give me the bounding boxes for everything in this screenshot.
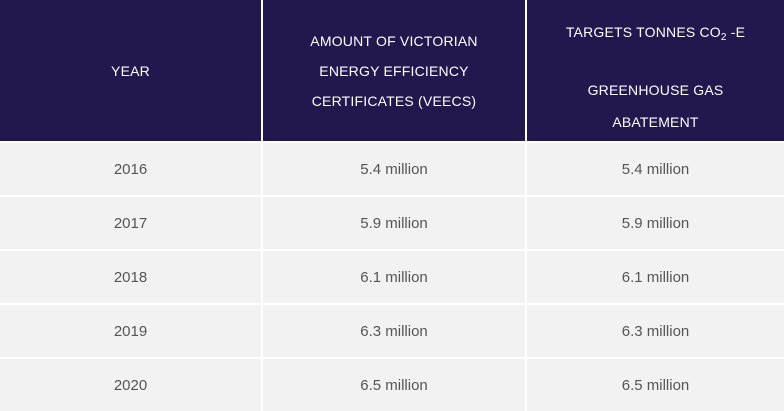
cell-amount: 6.1 million xyxy=(261,251,525,303)
cell-year: 2019 xyxy=(113,322,148,340)
table-row: 2020 6.5 million 6.5 million xyxy=(0,357,784,411)
header-targets-prefix: TARGETS TONNES CO xyxy=(565,24,721,40)
header-targets-line3: ABATEMENT xyxy=(612,114,699,130)
cell-target: 6.3 million xyxy=(525,305,784,357)
header-targets-line1: TARGETS TONNES CO2 -E xyxy=(566,16,745,54)
cell-target: 6.1 million xyxy=(525,251,784,303)
cell-year: 2017 xyxy=(113,214,148,232)
header-targets-line2: GREENHOUSE GAS xyxy=(587,82,724,98)
header-year-label: YEAR xyxy=(111,62,150,79)
table-body: 2016 5.4 million 5.4 million 2017 5.9 mi… xyxy=(0,141,784,411)
header-targets: TARGETS TONNES CO2 -E GREENHOUSE GAS ABA… xyxy=(525,0,784,141)
table-row: 2018 6.1 million 6.1 million xyxy=(0,249,784,303)
table-header: YEAR AMOUNT OF VICTORIAN ENERGY EFFICIEN… xyxy=(0,0,784,141)
cell-amount: 6.5 million xyxy=(261,359,525,411)
header-targets-suffix: -E xyxy=(726,24,746,40)
table-row: 2016 5.4 million 5.4 million xyxy=(0,141,784,195)
table-row: 2019 6.3 million 6.3 million xyxy=(0,303,784,357)
cell-amount: 5.9 million xyxy=(261,197,525,249)
cell-year: 2020 xyxy=(113,376,148,394)
table-row: 2017 5.9 million 5.9 million xyxy=(0,195,784,249)
header-targets-sub: 2 xyxy=(720,32,727,43)
header-amount-line1: AMOUNT OF VICTORIAN xyxy=(310,32,478,49)
cell-year: 2016 xyxy=(113,160,148,178)
cell-target: 6.5 million xyxy=(525,359,784,411)
header-year: YEAR xyxy=(0,0,261,141)
cell-target: 5.4 million xyxy=(525,143,784,195)
header-amount-line2: ENERGY EFFICIENCY xyxy=(319,62,469,79)
header-amount-line3: CERTIFICATES (VEECS) xyxy=(311,92,477,109)
cell-year: 2018 xyxy=(113,268,148,286)
header-amount: AMOUNT OF VICTORIAN ENERGY EFFICIENCY CE… xyxy=(261,0,525,141)
cell-amount: 6.3 million xyxy=(261,305,525,357)
cell-amount: 5.4 million xyxy=(261,143,525,195)
cell-target: 5.9 million xyxy=(525,197,784,249)
